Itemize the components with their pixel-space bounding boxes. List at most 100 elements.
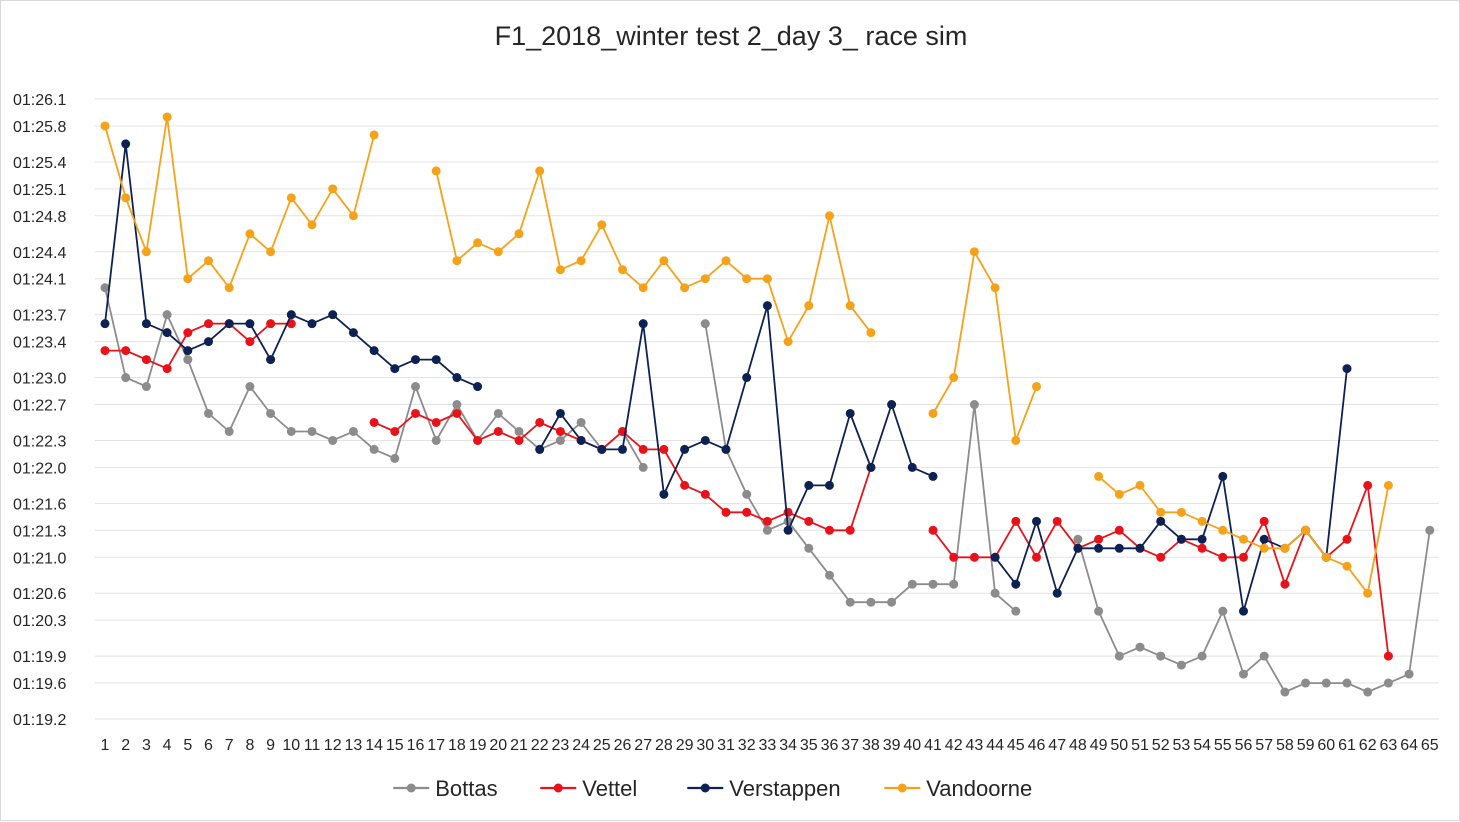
data-point	[1301, 525, 1311, 535]
x-tick-label: 43	[966, 737, 984, 754]
series-line-segment	[105, 322, 292, 370]
data-point	[618, 444, 627, 454]
data-point	[1239, 669, 1248, 679]
data-point	[1259, 651, 1269, 661]
data-point	[1176, 534, 1186, 544]
x-tick-label: 29	[676, 737, 694, 754]
x-tick-label: 59	[1297, 737, 1315, 754]
x-tick-label: 49	[1090, 737, 1108, 754]
data-point	[783, 337, 793, 347]
data-point	[576, 417, 586, 427]
data-point	[307, 220, 317, 230]
data-point	[1342, 561, 1352, 571]
data-point	[638, 319, 648, 329]
y-tick-label: 01:22.0	[13, 460, 66, 477]
data-point	[452, 373, 462, 383]
data-point	[328, 310, 338, 320]
data-point	[266, 247, 276, 257]
x-axis-ticks: 1 2 3 4 5 6 7 8 9 10 11 12 13 14 15 16 17 18 19 20 21 22 23 24 2…	[101, 737, 1439, 754]
data-point	[390, 364, 400, 374]
data-point	[266, 355, 276, 365]
x-tick-label: 12	[324, 737, 342, 754]
x-tick-label: 23	[552, 737, 570, 754]
data-point	[535, 166, 545, 176]
data-point	[183, 346, 193, 356]
data-point	[1218, 552, 1228, 562]
data-point	[245, 229, 255, 239]
data-point	[307, 426, 317, 436]
data-point	[825, 525, 834, 535]
y-tick-label: 01:22.3	[13, 433, 66, 450]
data-point	[1239, 606, 1248, 616]
x-tick-label: 22	[531, 737, 549, 754]
data-point	[700, 489, 710, 499]
data-point	[555, 408, 565, 418]
x-tick-label: 28	[655, 737, 673, 754]
data-point	[1114, 525, 1124, 535]
data-point	[1052, 588, 1062, 598]
data-point	[141, 247, 151, 257]
data-point	[224, 319, 234, 329]
data-point	[204, 337, 213, 347]
y-tick-label: 01:24.1	[13, 272, 66, 289]
x-tick-label: 35	[800, 737, 818, 754]
data-point	[680, 444, 690, 454]
data-point	[1094, 534, 1104, 544]
x-tick-label: 17	[427, 737, 445, 754]
data-point	[638, 444, 648, 454]
data-point	[266, 319, 276, 329]
data-point	[555, 435, 565, 445]
data-point	[348, 211, 358, 221]
series-line-segment	[1077, 530, 1431, 693]
x-tick-label: 50	[1110, 737, 1128, 754]
x-tick-label: 24	[572, 737, 590, 754]
x-tick-label: 64	[1400, 737, 1418, 754]
legend-item-verstappen: Verstappen	[687, 776, 841, 801]
data-point	[1073, 543, 1083, 553]
y-tick-label: 01:23.4	[13, 335, 66, 352]
data-point	[514, 229, 524, 239]
series-line-segment	[104, 116, 375, 289]
data-point	[907, 579, 917, 589]
x-tick-label: 14	[365, 737, 383, 754]
data-point	[286, 426, 296, 436]
data-point	[866, 328, 876, 338]
data-point	[390, 453, 400, 463]
data-point	[555, 265, 565, 275]
data-point	[1383, 651, 1393, 661]
data-point	[845, 525, 855, 535]
data-point	[804, 543, 814, 553]
data-point	[762, 301, 772, 311]
x-tick-label: 62	[1359, 737, 1377, 754]
data-point	[1094, 606, 1104, 616]
x-tick-label: 65	[1421, 737, 1439, 754]
data-point	[514, 435, 524, 445]
data-point	[141, 355, 151, 365]
data-point	[659, 444, 669, 454]
y-tick-label: 01:25.4	[13, 155, 66, 172]
series-line-segment	[538, 304, 934, 532]
data-point	[100, 121, 110, 131]
y-tick-label: 01:20.6	[13, 586, 66, 603]
data-point	[452, 400, 462, 410]
data-point	[245, 382, 255, 392]
data-point	[721, 507, 731, 517]
data-point	[1011, 435, 1021, 445]
data-point	[390, 426, 400, 436]
series-line-segment	[932, 250, 1038, 442]
y-tick-label: 01:19.2	[13, 712, 66, 729]
data-point	[597, 444, 607, 454]
y-tick-label: 01:21.6	[13, 496, 66, 513]
data-point	[369, 444, 379, 454]
data-point	[162, 328, 172, 338]
legend-swatch-marker	[406, 783, 416, 793]
data-point	[1342, 678, 1352, 688]
data-point	[1301, 678, 1311, 688]
data-point	[845, 408, 855, 418]
data-point	[700, 435, 710, 445]
data-point	[204, 319, 213, 329]
data-point	[949, 373, 959, 383]
x-tick-label: 46	[1028, 737, 1046, 754]
data-point	[431, 435, 441, 445]
